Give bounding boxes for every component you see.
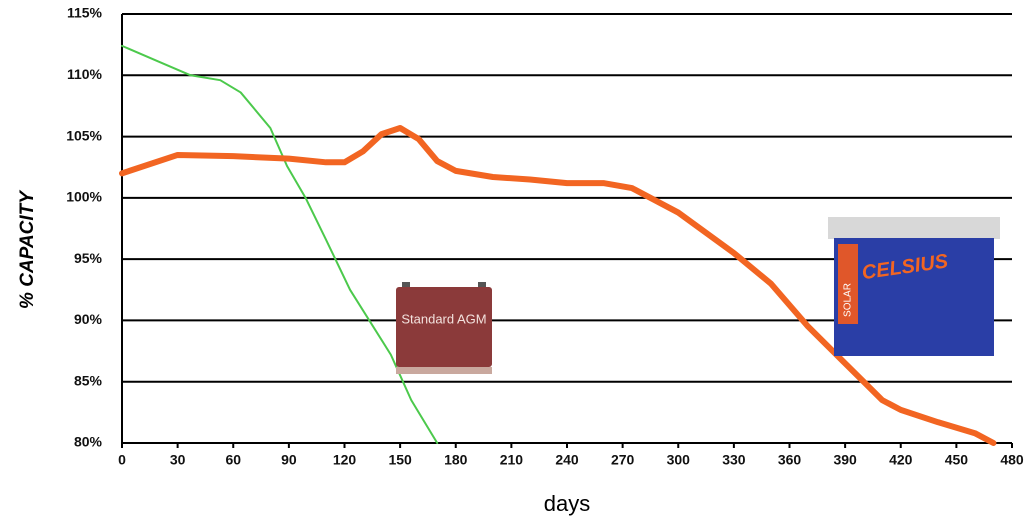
annotation: SOLAR xyxy=(843,283,854,317)
terminal xyxy=(402,282,410,288)
lines xyxy=(119,44,997,446)
x-tick-label: 480 xyxy=(1000,452,1024,468)
y-tick-label: 115% xyxy=(67,5,103,21)
y-tick-label: 85% xyxy=(74,372,103,388)
x-tick-label: 90 xyxy=(281,452,297,468)
data-line xyxy=(121,44,439,444)
x-tick-label: 0 xyxy=(118,452,126,468)
y-tick-label: 105% xyxy=(66,127,102,143)
battery-base xyxy=(396,367,492,374)
x-tick-label: 300 xyxy=(667,452,691,468)
x-tick-label: 270 xyxy=(611,452,635,468)
battery-stripe xyxy=(838,244,858,324)
data-line xyxy=(119,124,997,446)
x-tick-label: 420 xyxy=(889,452,913,468)
x-tick-label: 60 xyxy=(225,452,241,468)
y-tick-label: 90% xyxy=(74,311,103,327)
y-tick-label: 80% xyxy=(74,434,103,450)
x-tick-label: 30 xyxy=(170,452,186,468)
y-tick-label: 110% xyxy=(67,66,103,82)
y-tick-label: 100% xyxy=(66,189,102,205)
x-tick-label: 210 xyxy=(500,452,524,468)
x-tick-label: 120 xyxy=(333,452,357,468)
x-tick-label: 150 xyxy=(388,452,412,468)
battery-body xyxy=(834,238,994,356)
x-tick-label: 450 xyxy=(945,452,969,468)
battery-lid xyxy=(828,217,1000,239)
x-tick-label: 360 xyxy=(778,452,802,468)
y-axis-label: % CAPACITY xyxy=(17,189,38,309)
annotation: Standard AGM xyxy=(401,311,486,326)
celsius-battery: SOLAR CELSIUS xyxy=(828,217,1000,356)
x-axis-label: days xyxy=(544,491,590,516)
x-tick-label: 240 xyxy=(555,452,579,468)
agm-battery: Standard AGM xyxy=(396,282,492,374)
battery-body xyxy=(396,287,492,367)
y-tick-label: 95% xyxy=(74,250,103,266)
x-tick-label: 390 xyxy=(833,452,857,468)
x-tick-label: 330 xyxy=(722,452,746,468)
x-tick-label: 180 xyxy=(444,452,468,468)
terminal xyxy=(478,282,486,288)
